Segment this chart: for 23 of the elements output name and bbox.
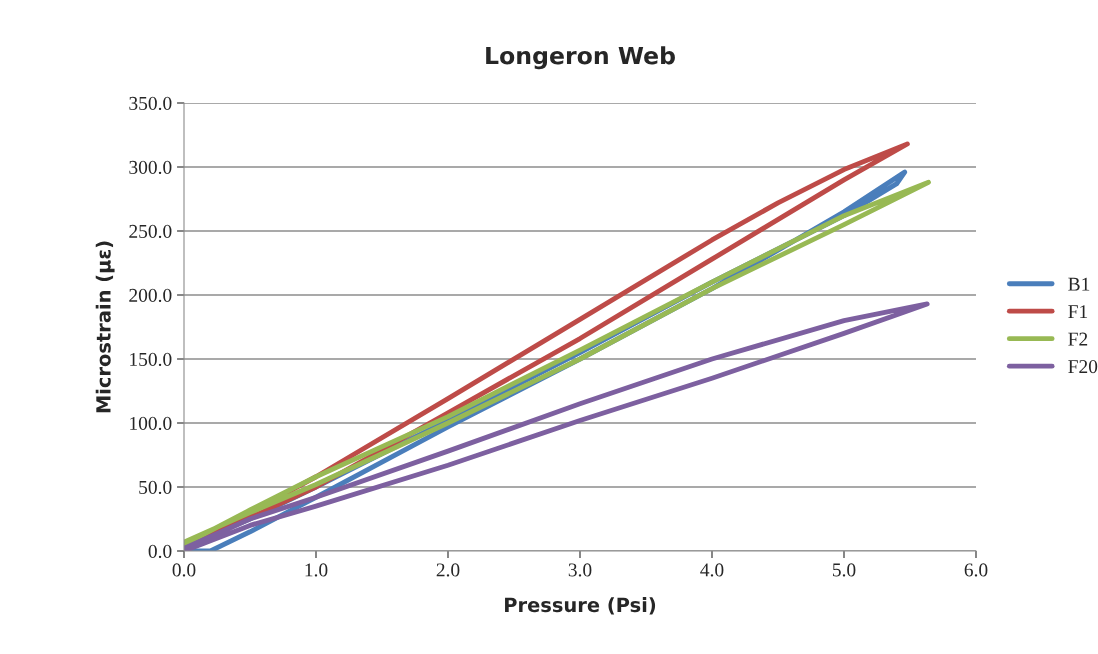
- x-tick-label: 2.0: [436, 563, 460, 577]
- y-axis-title: Microstrain (με): [95, 241, 115, 413]
- x-tick-label: 6.0: [964, 563, 988, 577]
- y-tick-label: 0.0: [148, 544, 172, 559]
- line-series: [184, 301, 930, 551]
- x-axis-title: Pressure (Psi): [505, 597, 656, 615]
- legend-label: F2: [1068, 332, 1088, 346]
- y-tick-label: 350.0: [129, 96, 172, 111]
- x-tick-label: 1.0: [305, 563, 328, 577]
- x-tick-label: 5.0: [832, 563, 856, 577]
- y-tick-label: 300.0: [129, 160, 172, 175]
- legend-label: F1: [1068, 305, 1088, 318]
- y-tick-label: 100.0: [130, 416, 172, 431]
- y-tick-label: 250.0: [129, 224, 172, 239]
- y-tick-label: 200.0: [129, 288, 172, 303]
- y-tick-label: 150.0: [130, 352, 172, 367]
- x-tick-label: 4.0: [700, 563, 724, 577]
- x-tick-label: 0.0: [172, 563, 196, 577]
- chart-title: Longeron Web: [486, 46, 675, 70]
- y-tick-label: 50.0: [139, 480, 172, 495]
- x-tick-label: 3.0: [568, 563, 592, 577]
- legend-label: B1: [1068, 277, 1090, 291]
- legend-label: F20: [1068, 360, 1098, 374]
